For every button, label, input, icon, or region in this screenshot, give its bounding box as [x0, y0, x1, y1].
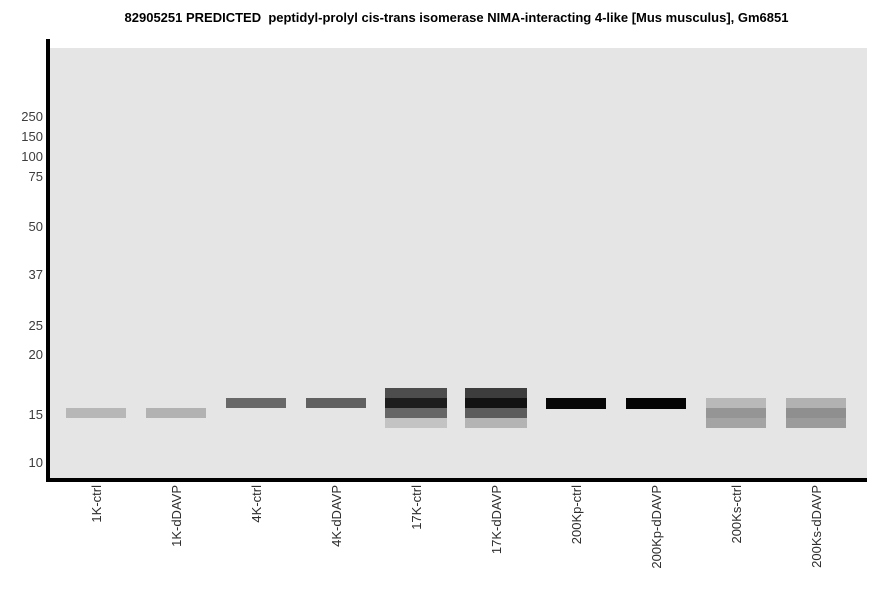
lane-label: 200Kp-ctrl — [569, 485, 584, 545]
lane-label: 1K-ctrl — [89, 485, 104, 523]
x-axis-line — [46, 478, 867, 482]
y-tick-label: 150 — [21, 129, 43, 144]
y-tick-label: 75 — [28, 169, 43, 184]
gel-band-segment — [706, 398, 766, 408]
y-tick-label: 37 — [28, 267, 43, 282]
lane-label: 1K-dDAVP — [169, 485, 184, 547]
gel-band-segment — [626, 398, 686, 409]
y-tick-label: 50 — [28, 219, 43, 234]
chart-title: 82905251 PREDICTED peptidyl-prolyl cis-t… — [124, 10, 789, 25]
gel-band-segment — [546, 398, 606, 409]
lane-label: 17K-ctrl — [409, 485, 424, 530]
y-tick-label: 25 — [28, 318, 43, 333]
y-tick-label: 15 — [28, 407, 43, 422]
lane-label: 4K-dDAVP — [329, 485, 344, 547]
gel-band-segment — [306, 398, 366, 408]
gel-band-segment — [706, 408, 766, 418]
gel-band-segment — [385, 388, 447, 398]
gel-band-segment — [465, 398, 527, 408]
gel-band-segment — [786, 398, 846, 408]
gel-band-segment — [465, 408, 527, 418]
gel-band-segment — [465, 418, 527, 428]
gel-band-segment — [385, 398, 447, 408]
gel-band-segment — [465, 388, 527, 398]
gel-band-segment — [66, 408, 126, 418]
lane-label: 200Kp-dDAVP — [649, 485, 664, 569]
gel-band-segment — [385, 418, 447, 428]
y-tick-label: 10 — [28, 455, 43, 470]
lane-label: 4K-ctrl — [249, 485, 264, 523]
lane-label: 200Ks-dDAVP — [809, 485, 824, 568]
gel-band-segment — [786, 418, 846, 428]
y-tick-label: 100 — [21, 149, 43, 164]
gel-band-segment — [226, 398, 286, 408]
lane-label: 17K-dDAVP — [489, 485, 504, 555]
y-tick-label: 20 — [28, 347, 43, 362]
gel-band-segment — [385, 408, 447, 418]
y-tick-label: 250 — [21, 109, 43, 124]
gel-band-segment — [786, 408, 846, 418]
gel-band-segment — [146, 408, 206, 418]
y-axis-line — [46, 39, 50, 482]
gel-band-segment — [706, 418, 766, 428]
lane-label: 200Ks-ctrl — [729, 485, 744, 544]
